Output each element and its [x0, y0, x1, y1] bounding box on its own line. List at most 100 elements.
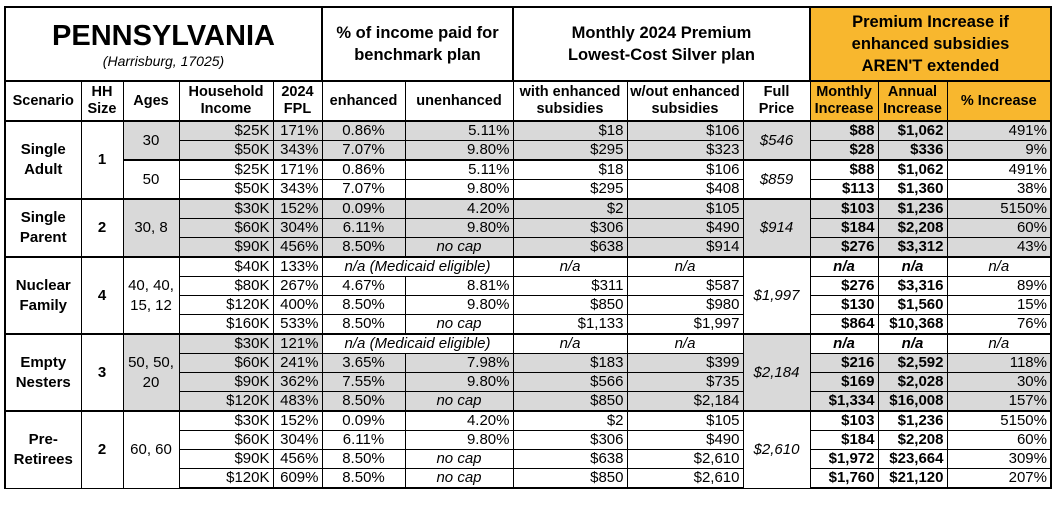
premium-without-subsidies-cell: $980 [626, 295, 744, 315]
income-cell: $120K [178, 468, 274, 489]
monthly-increase-cell: $276 [809, 276, 879, 296]
annual-increase-cell: $1,360 [877, 179, 948, 200]
column-header--increase: % Increase [946, 80, 1052, 122]
fpl-cell: 609% [272, 468, 323, 489]
premium-without-subsidies-cell: $408 [626, 179, 744, 200]
pct-unenhanced-cell: no cap [404, 314, 514, 335]
pct-enhanced-cell: 4.67% [321, 276, 406, 296]
premium-with-subsidies-cell: $18 [512, 159, 628, 180]
pct-increase-cell: 38% [946, 179, 1052, 200]
fpl-cell: 456% [272, 237, 323, 258]
fpl-cell: 267% [272, 276, 323, 296]
pct-enhanced-cell: 0.09% [321, 198, 406, 219]
full-price-cell: $914 [742, 198, 811, 258]
annual-increase-cell: $10,368 [877, 314, 948, 335]
fpl-cell: 362% [272, 372, 323, 392]
annual-increase-cell: n/a [877, 333, 948, 354]
pct-enhanced-cell: 7.55% [321, 372, 406, 392]
monthly-increase-cell: $1,334 [809, 391, 879, 412]
pct-enhanced-cell: 7.07% [321, 179, 406, 200]
premium-with-subsidies-cell: $2 [512, 410, 628, 431]
pct-increase-cell: 5150% [946, 410, 1052, 431]
table-row: $120K 400% 8.50% 9.80% $850 $980 $130 $1,560 15% [5, 295, 1052, 315]
table-row: 50 $25K 171% 0.86% 5.11% $18 $106 $859 $88 $1,062… [5, 159, 1052, 200]
fpl-cell: 343% [272, 179, 323, 200]
hh-size-cell: 4 [80, 256, 124, 335]
pct-unenhanced-cell: 9.80% [404, 295, 514, 315]
pct-enhanced-cell: 0.86% [321, 159, 406, 180]
table-row: $90K 362% 7.55% 9.80% $566 $735 $169 $2,028 30% [5, 372, 1052, 392]
premium-without-subsidies-cell: $2,184 [626, 391, 744, 412]
ages-cell: 50 [122, 159, 180, 200]
pct-increase-cell: 60% [946, 218, 1052, 238]
pct-unenhanced-cell: 8.81% [404, 276, 514, 296]
premium-with-subsidies-cell: n/a [512, 256, 628, 277]
column-header-hh-size: HH Size [80, 80, 124, 122]
premium-without-subsidies-cell: $735 [626, 372, 744, 392]
annual-increase-cell: $21,120 [877, 468, 948, 489]
annual-increase-cell: $3,312 [877, 237, 948, 258]
pct-unenhanced-cell: 4.20% [404, 410, 514, 431]
pct-increase-cell: 9% [946, 140, 1052, 161]
income-cell: $90K [178, 372, 274, 392]
premium-without-subsidies-cell: $399 [626, 353, 744, 373]
premium-with-subsidies-cell: $638 [512, 237, 628, 258]
column-header-monthly-increase: Monthly Increase [809, 80, 879, 122]
fpl-cell: 121% [272, 333, 323, 354]
monthly-increase-cell: $1,760 [809, 468, 879, 489]
annual-increase-cell: $23,664 [877, 449, 948, 469]
fpl-cell: 400% [272, 295, 323, 315]
premium-without-subsidies-cell: $490 [626, 218, 744, 238]
fpl-cell: 133% [272, 256, 323, 277]
premium-with-subsidies-cell: $311 [512, 276, 628, 296]
pct-unenhanced-cell: no cap [404, 237, 514, 258]
pct-unenhanced-cell: 4.20% [404, 198, 514, 219]
annual-increase-cell: n/a [877, 256, 948, 277]
premium-without-subsidies-cell: $914 [626, 237, 744, 258]
premium-with-subsidies-cell: $306 [512, 430, 628, 450]
table-row: $160K 533% 8.50% no cap $1,133 $1,997 $864 $10,… [5, 314, 1052, 335]
fpl-cell: 152% [272, 410, 323, 431]
pct-enhanced-cell: 0.09% [321, 410, 406, 431]
income-cell: $90K [178, 237, 274, 258]
pct-unenhanced-cell: 5.11% [404, 120, 514, 141]
column-header-full-price: Full Price [742, 80, 811, 122]
premium-without-subsidies-cell: $323 [626, 140, 744, 161]
pct-unenhanced-cell: 5.11% [404, 159, 514, 180]
full-price-cell: $1,997 [742, 256, 811, 335]
annual-increase-cell: $3,316 [877, 276, 948, 296]
premium-without-subsidies-cell: $106 [626, 120, 744, 141]
annual-increase-cell: $16,008 [877, 391, 948, 412]
income-cell: $40K [178, 256, 274, 277]
scenario-cell: Single Parent [4, 198, 82, 258]
ages-cell: 50, 50, 20 [122, 333, 180, 412]
table-row: $60K 304% 6.11% 9.80% $306 $490 $184 $2,208 60% [5, 430, 1052, 450]
table-row: Single Adult 1 30 $25K 171% 0.86% 5.11% $18 $106… [4, 120, 1052, 200]
column-header-w-out-enhanced-subsidies: w/out enhanced subsidies [626, 80, 744, 122]
annual-increase-cell: $1,236 [877, 198, 948, 219]
premium-without-subsidies-cell: n/a [626, 333, 744, 354]
income-cell: $25K [178, 159, 274, 180]
hh-size-cell: 3 [80, 333, 124, 412]
premium-with-subsidies-cell: $295 [512, 179, 628, 200]
fpl-cell: 304% [272, 218, 323, 238]
pct-increase-cell: 207% [946, 468, 1052, 489]
pct-increase-cell: 309% [946, 449, 1052, 469]
pct-enhanced-cell: 6.11% [321, 218, 406, 238]
premium-without-subsidies-cell: $1,997 [626, 314, 744, 335]
monthly-increase-cell: $88 [809, 159, 879, 180]
pct-increase-cell: 15% [946, 295, 1052, 315]
monthly-increase-cell: $113 [809, 179, 879, 200]
annual-increase-cell: $2,028 [877, 372, 948, 392]
premium-with-subsidies-cell: $638 [512, 449, 628, 469]
table-row: $50K 343% 7.07% 9.80% $295 $408 $113 $1,360 38% [5, 179, 1052, 200]
scenario-cell: Nuclear Family [4, 256, 82, 335]
column-header-unenhanced: unenhanced [404, 80, 514, 122]
monthly-increase-cell: $28 [809, 140, 879, 161]
fpl-cell: 483% [272, 391, 323, 412]
annual-increase-cell: $2,208 [877, 430, 948, 450]
income-cell: $50K [178, 140, 274, 161]
pct-enhanced-cell: 8.50% [321, 295, 406, 315]
pct-increase-cell: n/a [946, 333, 1052, 354]
pct-increase-cell: 30% [946, 372, 1052, 392]
